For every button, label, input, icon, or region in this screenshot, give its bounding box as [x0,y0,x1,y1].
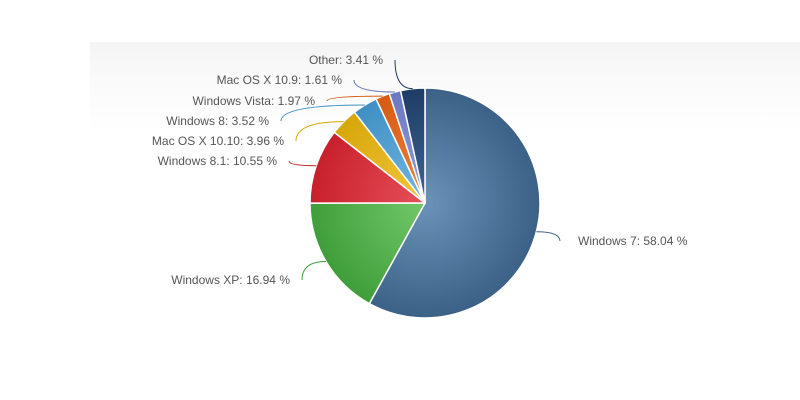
slice-windows-7[interactable] [368,87,541,319]
connector-windows-8-1 [288,160,317,167]
label-windows-xp: Windows XP: 16.94 % [171,273,290,287]
slices [309,87,541,319]
slice-other[interactable] [399,87,426,204]
slice-labels: Windows 7: 58.04 % Windows XP: 16.94 % Win… [152,53,688,287]
label-connectors [280,59,561,281]
label-windows-8-1: Windows 8.1: 10.55 % [158,154,278,168]
connector-windows-8 [280,104,365,122]
label-mac-os-x-10-10: Mac OS X 10.10: 3.96 % [152,134,284,148]
label-other: Other: 3.41 % [309,53,383,67]
label-windows-8: Windows 8: 3.52 % [166,114,269,128]
label-windows-7: Windows 7: 58.04 % [578,234,688,248]
connector-windows-xp [301,260,326,281]
connector-mac-os-x-10-10 [295,121,344,142]
slice-windows-8-1[interactable] [309,131,426,204]
connector-windows-vista [326,95,383,102]
label-windows-vista: Windows Vista: 1.97 % [192,94,315,108]
connector-mac-os-x-10-9 [353,79,395,93]
connector-other [394,59,413,90]
label-mac-os-x-10-9: Mac OS X 10.9: 1.61 % [217,73,343,87]
connector-windows-7 [536,231,561,242]
